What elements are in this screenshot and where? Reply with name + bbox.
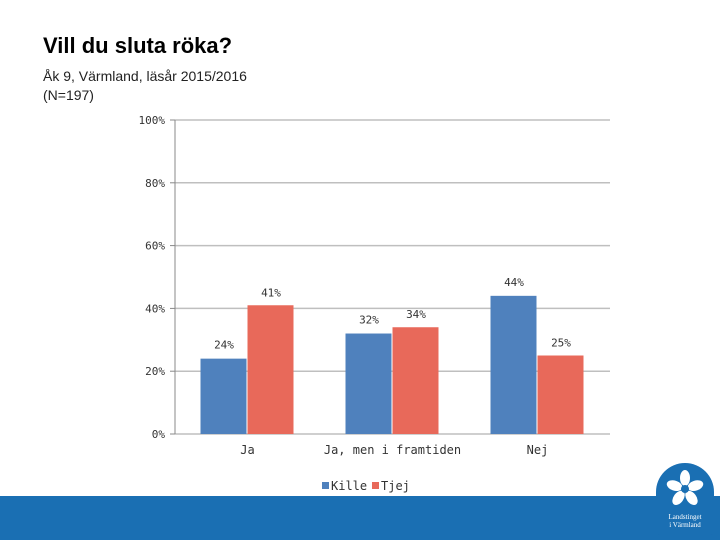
- category-labels: Ja Ja, men i framtiden Nej: [240, 443, 548, 457]
- y-tick-label: 100%: [139, 114, 166, 127]
- legend-label-kille: Kille: [331, 479, 367, 493]
- bar-tjej: [247, 305, 294, 434]
- y-tick-label: 20%: [145, 365, 165, 378]
- logo-text-line-2: i Värmland: [669, 521, 701, 529]
- bar-tjej: [537, 355, 584, 434]
- data-label: 34%: [406, 308, 426, 321]
- y-tick-label: 0%: [152, 428, 166, 441]
- bar-kille: [490, 295, 537, 434]
- bars: [200, 295, 584, 434]
- data-label: 24%: [214, 339, 234, 352]
- footer-band: [0, 496, 720, 540]
- y-tick-label: 40%: [145, 302, 165, 315]
- y-axis-ticks: 0% 20% 40% 60% 80% 100%: [139, 114, 166, 441]
- subtitle-line-1: Åk 9, Värmland, läsår 2015/2016: [43, 68, 247, 84]
- data-labels: 24% 41% 32% 34% 44% 25%: [214, 276, 571, 352]
- y-tick-label: 60%: [145, 240, 165, 253]
- data-label: 32%: [359, 314, 379, 327]
- bar-kille: [200, 358, 247, 434]
- y-tick-label: 80%: [145, 177, 165, 190]
- legend-swatch-kille: [322, 482, 329, 489]
- legend: Kille Tjej: [322, 479, 410, 493]
- legend-label-tjej: Tjej: [381, 479, 410, 493]
- x-category-label: Ja: [240, 443, 254, 457]
- subtitle-line-2: (N=197): [43, 87, 94, 103]
- bar-tjej: [392, 327, 439, 434]
- data-label: 41%: [261, 286, 281, 299]
- x-category-label: Nej: [527, 443, 549, 457]
- chart-subtitle: Åk 9, Värmland, läsår 2015/2016 (N=197): [43, 67, 247, 105]
- logo: Landstinget i Värmland: [656, 463, 714, 535]
- flower-logo-icon: [666, 470, 704, 506]
- x-category-label: Ja, men i framtiden: [324, 443, 461, 457]
- logo-text-line-1: Landstinget: [668, 513, 702, 521]
- data-label: 25%: [551, 337, 571, 350]
- data-label: 44%: [504, 276, 524, 289]
- legend-swatch-tjej: [372, 482, 379, 489]
- bar-kille: [345, 333, 392, 434]
- chart-title: Vill du sluta röka?: [43, 33, 233, 58]
